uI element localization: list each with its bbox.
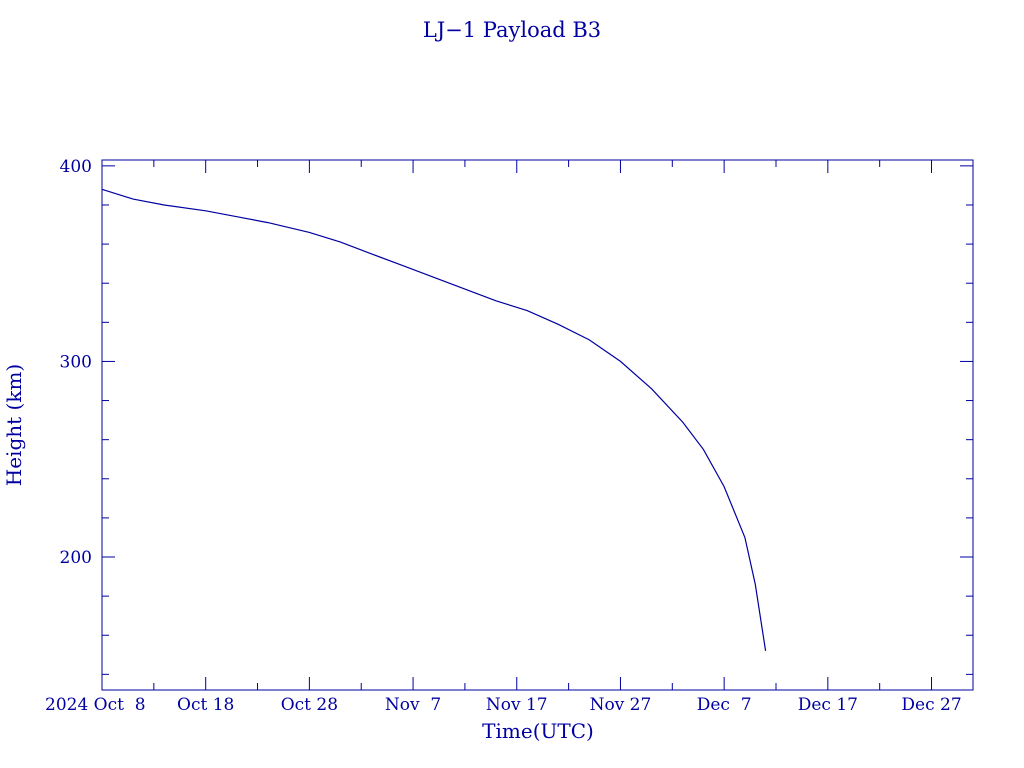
x-tick-label: Dec 27 <box>901 695 961 715</box>
x-tick-label: Dec 7 <box>697 695 752 715</box>
x-axis: 2024 Oct 8 Oct 18 Oct 28 Nov 7 Nov 17 Nov 27 D… <box>45 160 962 715</box>
x-tick-label: Nov 17 <box>486 695 548 715</box>
series-layer <box>101 188 767 651</box>
plot-frame <box>101 159 974 691</box>
y-tick-label: 300 <box>60 352 92 372</box>
y-axis: 400 300 200 <box>60 157 973 675</box>
x-axis-label: Time(UTC) <box>482 719 594 743</box>
chart-title: LJ−1 Payload B3 <box>423 18 601 42</box>
x-tick-label: Oct 28 <box>281 695 338 715</box>
y-tick-label: 200 <box>60 548 92 568</box>
y-tick-label: 400 <box>60 157 92 177</box>
x-tick-label: 2024 Oct 8 <box>45 695 146 715</box>
y-axis-label: Height (km) <box>2 364 26 486</box>
x-tick-label: Dec 17 <box>798 695 858 715</box>
series-line <box>101 188 767 651</box>
x-tick-label: Nov 7 <box>385 695 441 715</box>
x-tick-label: Oct 18 <box>177 695 234 715</box>
x-tick-label: Nov 27 <box>590 695 652 715</box>
